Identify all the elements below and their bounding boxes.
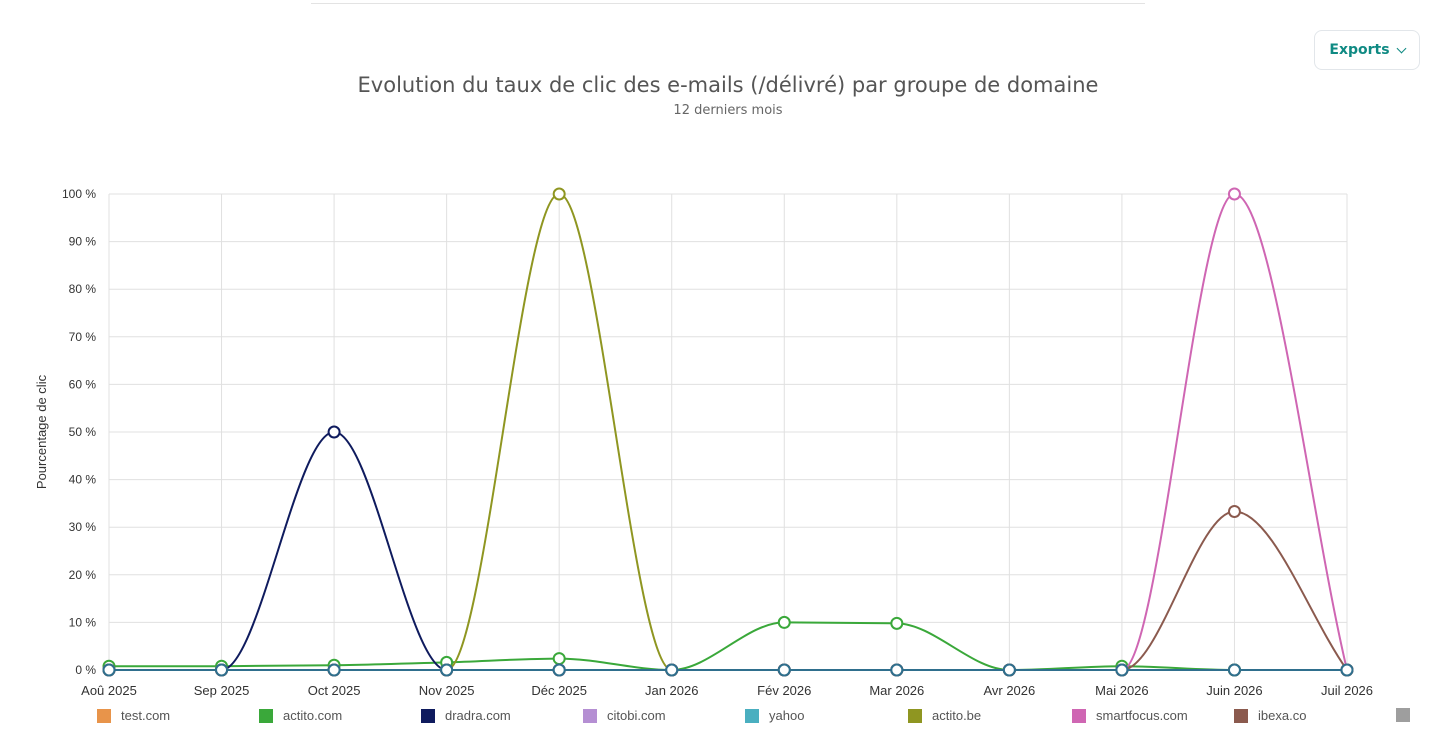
- chart-title: Evolution du taux de clic des e-mails (/…: [357, 73, 1099, 97]
- data-point-series-8: [327, 663, 341, 677]
- x-tick-label: Sep 2025: [194, 683, 250, 698]
- data-point-series-8: [102, 663, 116, 677]
- y-axis-label: Pourcentage de clic: [34, 374, 49, 489]
- legend-label: actito.be: [932, 708, 982, 723]
- data-point-series-8: [1115, 663, 1129, 677]
- y-tick-label: 40 %: [69, 473, 97, 487]
- y-tick-label: 90 %: [69, 235, 97, 249]
- legend-item[interactable]: dradra.com: [421, 708, 511, 723]
- legend-item[interactable]: [1396, 708, 1410, 722]
- exports-dropdown-button[interactable]: Exports: [1314, 30, 1420, 70]
- x-tick-label: Jan 2026: [645, 683, 699, 698]
- data-point-dradra-com: [327, 425, 341, 439]
- y-tick-label: 0 %: [75, 663, 96, 677]
- y-tick-label: 80 %: [69, 282, 97, 296]
- x-tick-label: Avr 2026: [983, 683, 1035, 698]
- data-point-actito-com: [552, 652, 566, 666]
- data-point-series-8: [665, 663, 679, 677]
- x-tick-label: Mar 2026: [869, 683, 924, 698]
- legend-label: ibexa.co: [1258, 708, 1307, 723]
- chart-subtitle: 12 derniers mois: [673, 103, 783, 118]
- y-tick-label: 30 %: [69, 520, 97, 534]
- chart-legend: test.com actito.com dradra.com citobi.com ya…: [0, 708, 1451, 730]
- x-tick-label: Déc 2025: [531, 683, 587, 698]
- legend-swatch: [908, 708, 922, 723]
- legend-swatch: [583, 708, 597, 723]
- series-line-actito-com: [108, 621, 1347, 672]
- data-point-series-8: [1340, 663, 1354, 677]
- x-tick-label: Juil 2026: [1321, 683, 1373, 698]
- data-point-series-8: [777, 663, 791, 677]
- legend-label: dradra.com: [445, 708, 511, 723]
- exports-label: Exports: [1329, 42, 1390, 58]
- y-tick-label: 100 %: [62, 187, 96, 201]
- legend-swatch: [97, 708, 111, 723]
- series-line-dradra-com: [109, 430, 1347, 671]
- x-tick-label: Juin 2026: [1206, 683, 1262, 698]
- legend-label: yahoo: [769, 708, 805, 723]
- legend-item[interactable]: actito.be: [908, 708, 981, 723]
- legend-label: smartfocus.com: [1096, 708, 1188, 723]
- legend-item[interactable]: yahoo: [745, 708, 804, 723]
- data-point-actito-com: [890, 616, 904, 630]
- legend-swatch: [745, 708, 759, 723]
- legend-item[interactable]: test.com: [97, 708, 170, 723]
- y-tick-label: 10 %: [69, 615, 97, 629]
- legend-item[interactable]: actito.com: [259, 708, 342, 723]
- x-tick-label: Oct 2025: [308, 683, 361, 698]
- legend-swatch: [259, 708, 273, 723]
- x-tick-label: Fév 2026: [757, 683, 811, 698]
- data-point-series-8: [1002, 663, 1016, 677]
- x-tick-label: Nov 2025: [419, 683, 475, 698]
- y-tick-label: 60 %: [69, 377, 97, 391]
- legend-item[interactable]: citobi.com: [583, 708, 666, 723]
- legend-item[interactable]: ibexa.co: [1234, 708, 1306, 723]
- legend-swatch: [1072, 708, 1086, 723]
- legend-label: actito.com: [283, 708, 343, 723]
- data-point-ibexa-co: [1227, 504, 1241, 518]
- legend-swatch: [421, 708, 435, 723]
- y-tick-label: 50 %: [69, 425, 97, 439]
- data-point-series-8: [552, 663, 566, 677]
- legend-item[interactable]: smartfocus.com: [1072, 708, 1188, 723]
- data-point-actito-com: [777, 615, 791, 629]
- top-divider: [311, 3, 1145, 4]
- legend-label: test.com: [121, 708, 171, 723]
- y-tick-label: 20 %: [69, 568, 97, 582]
- data-point-series-8: [215, 663, 229, 677]
- legend-swatch: [1234, 708, 1248, 723]
- data-point-series-8: [1227, 663, 1241, 677]
- data-point-series-8: [890, 663, 904, 677]
- data-point-series-8: [440, 663, 454, 677]
- x-tick-label: Mai 2026: [1095, 683, 1148, 698]
- x-tick-label: Aoû 2025: [81, 683, 137, 698]
- data-point-smartfocus-com: [1227, 187, 1241, 201]
- legend-label: citobi.com: [607, 708, 666, 723]
- legend-swatch: [1396, 708, 1410, 722]
- data-point-actito-be: [552, 187, 566, 201]
- y-tick-label: 70 %: [69, 330, 97, 344]
